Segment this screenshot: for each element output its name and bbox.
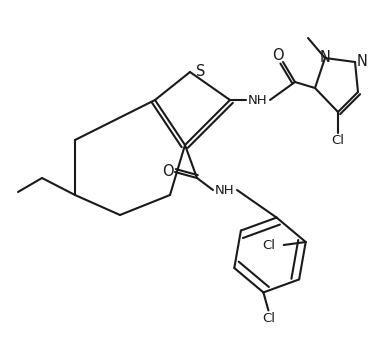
Text: O: O	[272, 48, 284, 63]
Text: O: O	[162, 164, 174, 179]
Text: NH: NH	[215, 183, 235, 197]
Text: Cl: Cl	[262, 312, 275, 325]
Text: N: N	[357, 54, 368, 69]
Text: N: N	[319, 49, 331, 64]
Text: Cl: Cl	[263, 238, 276, 252]
Text: Cl: Cl	[331, 134, 344, 148]
Text: S: S	[196, 63, 205, 79]
Text: NH: NH	[248, 94, 268, 106]
